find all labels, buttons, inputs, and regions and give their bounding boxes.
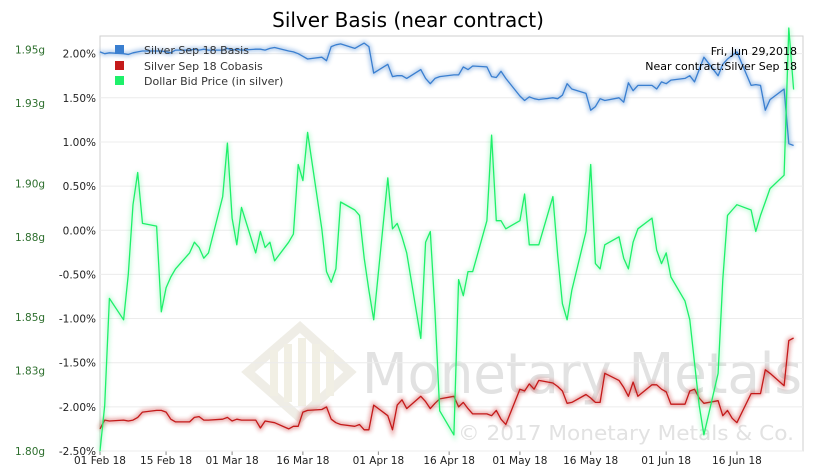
left-tick-label: 1.83g: [15, 366, 45, 378]
cobasis-series: [99, 337, 794, 431]
right-tick-label: 1.50%: [63, 93, 96, 105]
info-date: Fri, Jun 29,2018: [711, 45, 797, 58]
x-tick-label: 16 Mar 18: [276, 455, 329, 467]
watermark-copyright: © 2017 Monetary Metals & Co.: [458, 421, 794, 445]
x-tick-label: 16 May 18: [563, 455, 618, 467]
right-tick-label: 0.00%: [63, 225, 96, 237]
basis-series: [99, 42, 794, 147]
price-series: [99, 27, 795, 452]
right-tick-label: 0.50%: [63, 181, 96, 193]
watermark-logo: [241, 320, 357, 425]
left-tick-label: 1.80g: [15, 446, 45, 458]
legend-swatch-price: [115, 76, 124, 85]
left-tick-label: 1.90g: [15, 178, 45, 190]
right-axis: 2.00% 1.50% 1.00% 0.50% 0.00% -0.50% -1.00% -1.…: [59, 49, 803, 458]
left-axis: 1.80g 1.83g 1.85g 1.88g 1.90g 1.93g 1.95g: [15, 44, 45, 458]
right-tick-label: -0.50%: [59, 269, 96, 281]
legend-label-cobasis: Silver Sep 18 Cobasis: [144, 60, 263, 73]
x-tick-label: 15 Feb 18: [140, 455, 192, 467]
legend-swatch-cobasis: [115, 61, 124, 70]
basis-series-glow: [99, 40, 795, 148]
left-tick-label: 1.88g: [15, 232, 45, 244]
left-tick-label: 1.95g: [15, 44, 45, 56]
x-tick-label: 01 Apr 18: [353, 455, 405, 467]
legend-item-price[interactable]: Dollar Bid Price (in silver): [115, 75, 283, 88]
legend-label-price: Dollar Bid Price (in silver): [144, 75, 283, 88]
legend-item-basis[interactable]: Silver Sep 18 Basis: [115, 44, 249, 57]
x-tick-label: 16 Jun 18: [712, 455, 762, 467]
right-tick-label: -1.50%: [59, 358, 96, 370]
series-layer: [98, 27, 796, 452]
legend-swatch-basis: [115, 45, 124, 54]
chart-title: Silver Basis (near contract): [272, 8, 544, 32]
right-tick-label: -1.00%: [59, 314, 96, 326]
x-tick-label: 01 May 18: [492, 455, 547, 467]
legend-label-basis: Silver Sep 18 Basis: [144, 44, 249, 57]
left-tick-label: 1.93g: [15, 98, 45, 110]
left-tick-label: 1.85g: [15, 312, 45, 324]
right-tick-label: 1.00%: [63, 137, 96, 149]
x-tick-label: 01 Feb 18: [74, 455, 126, 467]
x-tick-label: 01 Mar 18: [205, 455, 258, 467]
right-tick-label: -2.00%: [59, 402, 96, 414]
x-tick-label: 01 Jun 18: [641, 455, 691, 467]
right-tick-label: 2.00%: [63, 49, 96, 61]
right-tick-label: -2.50%: [59, 446, 96, 458]
legend-item-cobasis[interactable]: Silver Sep 18 Cobasis: [115, 60, 263, 73]
x-tick-label: 16 Apr 18: [423, 455, 475, 467]
info-contract: Near contract:Silver Sep 18: [645, 60, 797, 73]
legend: Silver Sep 18 Basis Silver Sep 18 Cobasi…: [115, 44, 283, 88]
x-axis: 01 Feb 18 15 Feb 18 01 Mar 18 16 Mar 18 01 A…: [74, 451, 762, 467]
